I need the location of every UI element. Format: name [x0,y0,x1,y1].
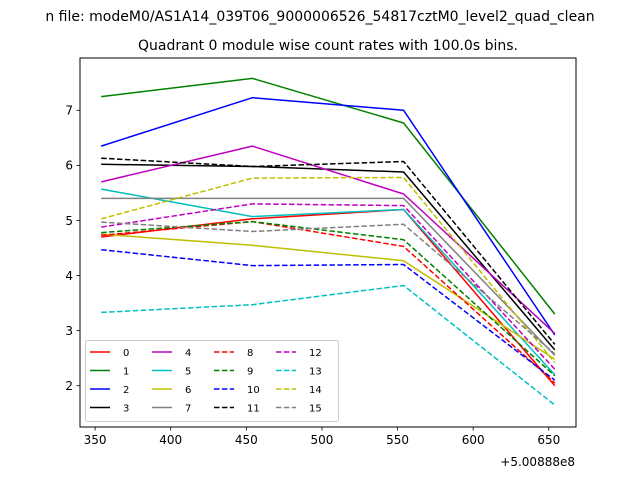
series-line-14 [101,176,556,364]
series-line-4 [101,145,556,334]
legend-label-15: 15 [309,404,322,415]
y-tick-label: 5 [65,214,73,228]
series-line-8 [101,220,556,384]
legend-label-2: 2 [123,385,129,396]
x-axis-offset-label: +5.00888e8 [500,455,575,469]
figure-suptitle: n file: modeM0/AS1A14_039T06_9000006526_… [45,9,594,25]
y-tick-label: 6 [65,159,73,173]
x-axis: 350 400 450 500 550 600 650 [84,427,560,447]
legend-label-4: 4 [185,348,191,359]
series-line-2 [100,96,556,336]
legend-label-8: 8 [247,348,253,359]
series-line-13 [101,284,556,406]
legend-label-1: 1 [123,367,129,378]
legend-label-12: 12 [309,348,322,359]
axes-frame [79,57,577,428]
legend-label-9: 9 [247,367,253,378]
legend-label-0: 0 [123,348,129,359]
x-tick-label: 450 [235,433,258,447]
y-axis: 2 3 4 5 6 7 [65,104,80,393]
legend-box [85,340,339,422]
legend-label-7: 7 [185,404,191,415]
series-line-1 [101,77,556,315]
series-line-10 [101,248,556,381]
legend-label-14: 14 [309,385,322,396]
x-tick-label: 350 [84,433,107,447]
series-line-5 [101,188,556,376]
series-line-7 [101,197,556,356]
chart-title: Quadrant 0 module wise count rates with … [138,38,518,54]
legend-label-13: 13 [309,367,322,378]
y-tick-label: 7 [65,104,73,118]
series-line-11 [101,157,556,345]
x-tick-label: 400 [159,433,182,447]
y-tick-label: 3 [65,324,73,338]
legend-label-5: 5 [185,367,191,378]
x-tick-label: 650 [537,433,560,447]
x-tick-label: 550 [386,433,409,447]
y-tick-label: 4 [65,269,73,283]
x-tick-label: 600 [462,433,485,447]
legend-label-6: 6 [185,385,191,396]
legend-label-3: 3 [123,404,129,415]
series-layer [100,77,556,406]
legend-label-11: 11 [247,404,260,415]
series-line-12 [101,203,556,370]
x-tick-label: 500 [310,433,333,447]
series-line-3 [101,163,556,351]
series-line-15 [101,221,556,355]
y-tick-label: 2 [65,379,73,393]
series-line-6 [101,233,556,360]
legend-label-10: 10 [247,385,260,396]
